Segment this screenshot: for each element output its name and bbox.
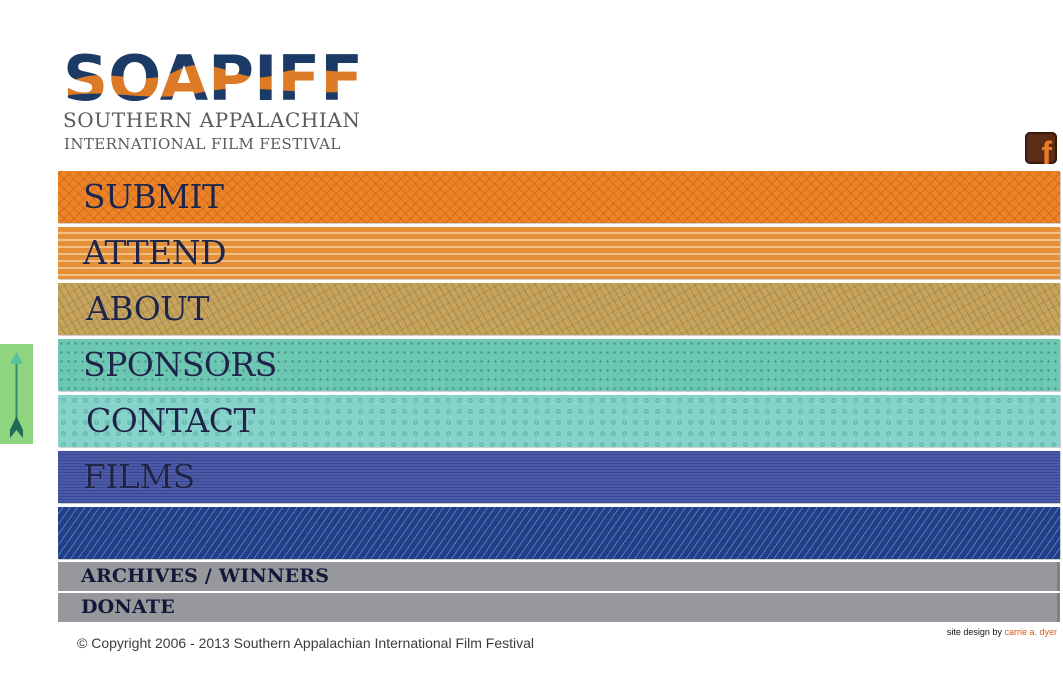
logo-wordmark: SOAPIFF [63, 48, 363, 108]
nav-archives-label: ARCHIVES / WINNERS [81, 565, 330, 587]
arrow-up-icon [10, 352, 23, 438]
site-logo[interactable]: SOAPIFF SOUTHERN APPALACHIAN INTERNATION… [63, 48, 363, 153]
nav-films-label: FILMS [83, 457, 195, 496]
nav-about[interactable]: ABOUT [58, 283, 1060, 335]
nav-sponsors-label: SPONSORS [83, 345, 277, 384]
copyright-text: © Copyright 2006 - 2013 Southern Appalac… [77, 635, 535, 651]
nav-donate-label: DONATE [81, 596, 175, 618]
logo-tagline-2: INTERNATIONAL FILM FESTIVAL [64, 135, 341, 153]
nav-archives-winners[interactable]: ARCHIVES / WINNERS [58, 562, 1060, 591]
nav-contact-label: CONTACT [86, 401, 255, 440]
nav-sponsors[interactable]: SPONSORS [58, 339, 1060, 391]
nav-attend[interactable]: ATTEND [58, 227, 1060, 279]
logo-tagline-1: SOUTHERN APPALACHIAN [63, 108, 361, 132]
nav-submit[interactable]: SUBMIT [58, 171, 1060, 223]
scroll-top-tab[interactable] [0, 344, 33, 444]
nav-submit-label: SUBMIT [83, 177, 224, 216]
facebook-icon: f [1041, 135, 1052, 164]
site-credit: site design by carrie a. dyer [947, 627, 1057, 637]
nav-about-label: ABOUT [86, 289, 210, 328]
facebook-link[interactable]: f [1025, 132, 1057, 164]
nav-attend-label: ATTEND [83, 233, 227, 272]
nav-donate[interactable]: DONATE [58, 593, 1060, 622]
nav-films[interactable]: FILMS [58, 451, 1060, 503]
credit-link[interactable]: carrie a. dyer [1004, 627, 1057, 637]
credit-prefix: site design by [946, 627, 1002, 637]
nav-contact[interactable]: CONTACT [58, 395, 1060, 447]
nav-blank-bar[interactable] [58, 507, 1060, 559]
